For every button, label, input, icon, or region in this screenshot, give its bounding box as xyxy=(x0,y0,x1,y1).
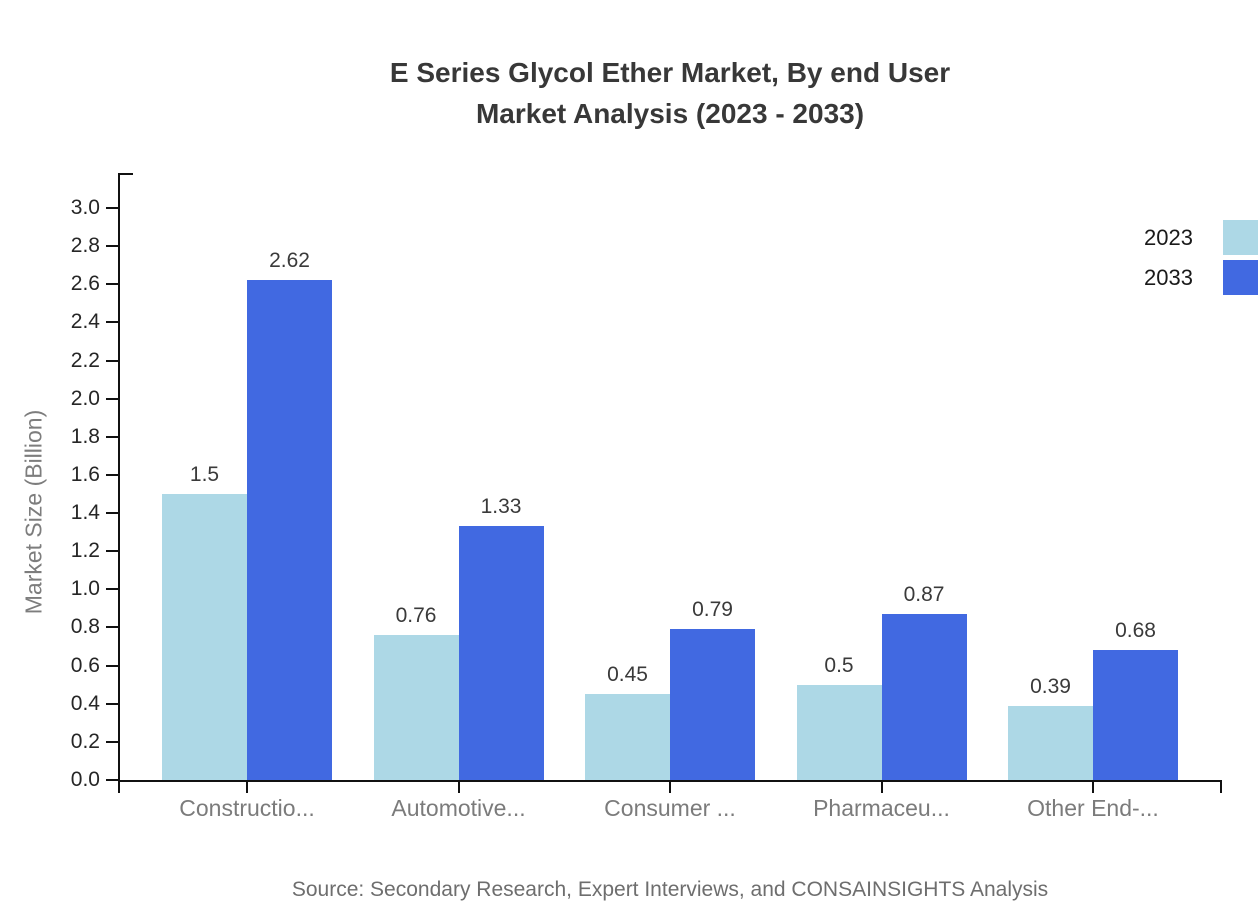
y-tick xyxy=(106,473,118,476)
category-label: Pharmaceu... xyxy=(813,795,950,821)
2033-bar xyxy=(1093,650,1178,780)
y-tick xyxy=(106,321,118,324)
y-tick-label: 0.0 xyxy=(70,768,100,791)
value-label: 0.87 xyxy=(903,583,945,607)
value-label: 0.39 xyxy=(1030,674,1071,698)
value-label: 1.33 xyxy=(480,495,522,519)
y-tick-label: 1.8 xyxy=(70,424,100,448)
legend-label-2033: 2033 xyxy=(1144,264,1193,290)
y-tick-label: 0.2 xyxy=(70,729,100,753)
x-axis-end-cap xyxy=(1220,780,1222,793)
y-tick-label: 2.6 xyxy=(70,272,100,296)
y-tick-label: 3.0 xyxy=(70,196,100,219)
y-tick xyxy=(106,435,118,438)
y-tick xyxy=(106,588,118,591)
2023-bar xyxy=(585,694,670,780)
y-tick xyxy=(106,779,118,781)
y-tick xyxy=(106,245,118,248)
y-tick xyxy=(106,550,118,553)
2033-bar xyxy=(881,614,967,780)
x-tick xyxy=(880,780,883,793)
category-label: Automotive... xyxy=(391,795,526,821)
y-tick-label: 1.6 xyxy=(70,462,100,486)
y-tick xyxy=(106,664,118,667)
2023-bar xyxy=(162,494,247,780)
y-axis-top-cap xyxy=(118,173,133,175)
chart-title-line2: Market Analysis (2023 - 2033) xyxy=(475,98,865,129)
value-label: 0.76 xyxy=(395,604,437,628)
legend-swatch-2023 xyxy=(1223,220,1258,255)
2023-bar xyxy=(1008,705,1093,780)
chart-title-line1: E Series Glycol Ether Market, By end Use… xyxy=(389,57,951,88)
category-label: Other End-... xyxy=(1027,795,1159,821)
y-tick xyxy=(106,702,118,705)
y-tick-label: 0.8 xyxy=(70,615,100,639)
value-label: 0.45 xyxy=(607,663,648,687)
y-tick-label: 1.0 xyxy=(70,577,100,601)
legend-label-2023: 2023 xyxy=(1144,224,1193,250)
y-tick-label: 2.0 xyxy=(70,386,100,410)
legend-swatch-2033 xyxy=(1223,260,1258,295)
value-label: 0.5 xyxy=(824,653,854,677)
y-tick-label: 1.4 xyxy=(70,501,100,525)
y-tick-label: 2.2 xyxy=(70,348,100,372)
legend-item-2023: 2023 xyxy=(1144,220,1258,255)
y-axis-line xyxy=(118,173,120,793)
value-label: 0.68 xyxy=(1115,619,1156,643)
value-label: 1.5 xyxy=(189,463,220,486)
2033-bar xyxy=(247,280,332,780)
chart-title: E Series Glycol Ether Market, By end Use… xyxy=(118,52,1222,134)
y-tick xyxy=(106,283,118,286)
2023-bar xyxy=(373,635,459,780)
y-tick xyxy=(106,207,118,209)
value-label: 2.62 xyxy=(269,249,310,273)
x-tick xyxy=(246,780,248,793)
x-tick xyxy=(669,780,671,793)
legend-item-2033: 2033 xyxy=(1144,260,1258,295)
source-note: Source: Secondary Research, Expert Inter… xyxy=(291,878,1049,901)
x-tick xyxy=(1092,780,1094,793)
y-tick-label: 1.2 xyxy=(70,539,100,563)
y-tick-label: 2.4 xyxy=(70,310,100,334)
y-tick xyxy=(106,740,118,743)
category-label: Constructio... xyxy=(179,795,315,821)
category-label: Consumer ... xyxy=(604,795,736,821)
2023-bar xyxy=(796,684,882,780)
y-tick xyxy=(106,397,118,400)
y-tick-label: 2.8 xyxy=(70,234,100,258)
y-tick xyxy=(106,626,118,629)
value-label: 0.79 xyxy=(692,598,733,622)
legend: 2023 2033 xyxy=(1144,220,1258,300)
y-tick xyxy=(106,359,118,362)
y-tick xyxy=(106,512,118,515)
y-tick-label: 0.6 xyxy=(70,653,100,677)
x-tick xyxy=(457,780,460,793)
2033-bar xyxy=(458,526,544,780)
2033-bar xyxy=(670,629,755,780)
y-tick-label: 0.4 xyxy=(70,691,100,715)
